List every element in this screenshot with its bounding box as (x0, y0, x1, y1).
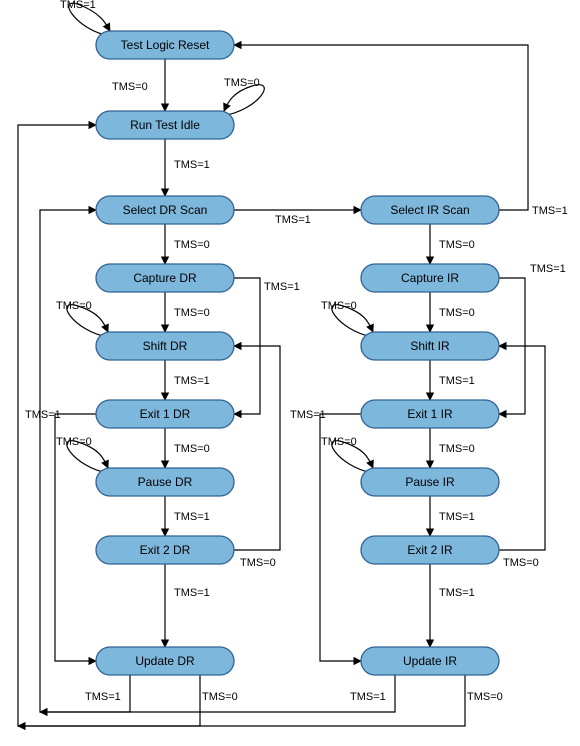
edge-cir-shir-label: TMS=0 (439, 307, 475, 319)
edge-e2ir-uir-label: TMS=1 (439, 587, 475, 599)
state-uir-label: Update IR (403, 654, 457, 668)
state-e1dr-label: Exit 1 DR (140, 407, 191, 421)
state-shdr-label: Shift DR (143, 339, 188, 353)
state-pdr-label: Pause DR (138, 475, 193, 489)
edge-shdr-e1dr-label: TMS=1 (174, 375, 210, 387)
edge-sdr-sir-label: TMS=1 (275, 214, 311, 226)
edge-e2dr-shdr (234, 346, 280, 550)
state-e2dr-label: Exit 2 DR (140, 543, 191, 557)
edge-e1ir-uir-label: TMS=1 (290, 409, 326, 421)
state-e1ir-label: Exit 1 IR (407, 407, 453, 421)
state-pir-label: Pause IR (405, 475, 455, 489)
edge-e1ir-uir (320, 414, 361, 661)
edge-sir-cir-label: TMS=0 (439, 239, 475, 251)
edge-udr-rti-label: TMS=0 (202, 691, 238, 703)
edge-pdr-e2dr-label: TMS=1 (174, 511, 210, 523)
state-udr-label: Update DR (135, 654, 195, 668)
edge-cdr-e1dr-label: TMS=1 (264, 281, 300, 293)
edge-uir-rti-label: TMS=0 (467, 691, 503, 703)
edge-e1dr-pdr-label: TMS=0 (174, 443, 210, 455)
edge-sir-tlr (234, 45, 528, 210)
state-sdr-label: Select DR Scan (123, 203, 208, 217)
edge-cir-e1ir-label: TMS=1 (530, 263, 566, 275)
state-tlr-label: Test Logic Reset (121, 38, 210, 52)
edge-e2dr-shdr-label: TMS=0 (240, 557, 276, 569)
edge-shdr-self-label: TMS=0 (56, 300, 92, 312)
state-e2ir-label: Exit 2 IR (407, 543, 453, 557)
edge-e2ir-shir (499, 346, 545, 550)
edge-e1ir-pir-label: TMS=0 (439, 443, 475, 455)
state-shir-label: Shift IR (410, 339, 450, 353)
edge-shir-self-label: TMS=0 (321, 300, 357, 312)
edge-rti-sdr-label: TMS=1 (174, 159, 210, 171)
edge-e2dr-udr-label: TMS=1 (174, 587, 210, 599)
state-sir-label: Select IR Scan (390, 203, 469, 217)
edge-udr-sdr-label: TMS=1 (85, 691, 121, 703)
edge-tlr-self-label: TMS=1 (60, 0, 96, 11)
edge-pir-self-label: TMS=0 (321, 436, 357, 448)
edge-rti-self (222, 85, 264, 116)
edge-pdr-self-label: TMS=0 (56, 436, 92, 448)
edge-uir-sdr-label: TMS=1 (350, 691, 386, 703)
state-rti-label: Run Test Idle (130, 118, 200, 132)
edge-cdr-shdr-label: TMS=0 (174, 307, 210, 319)
edge-sir-tlr-label: TMS=1 (532, 205, 568, 217)
edge-sdr-cdr-label: TMS=0 (174, 239, 210, 251)
edge-e1dr-udr-label: TMS=1 (25, 409, 61, 421)
edge-rti-self-label: TMS=0 (224, 77, 260, 89)
edge-e2ir-shir-label: TMS=0 (503, 557, 539, 569)
state-cdr-label: Capture DR (133, 271, 197, 285)
edge-e1dr-udr (55, 414, 96, 661)
edge-tlr-rti-label: TMS=0 (112, 81, 148, 93)
edge-shir-e1ir-label: TMS=1 (439, 375, 475, 387)
edge-pir-e2ir-label: TMS=1 (439, 511, 475, 523)
state-cir-label: Capture IR (401, 271, 459, 285)
